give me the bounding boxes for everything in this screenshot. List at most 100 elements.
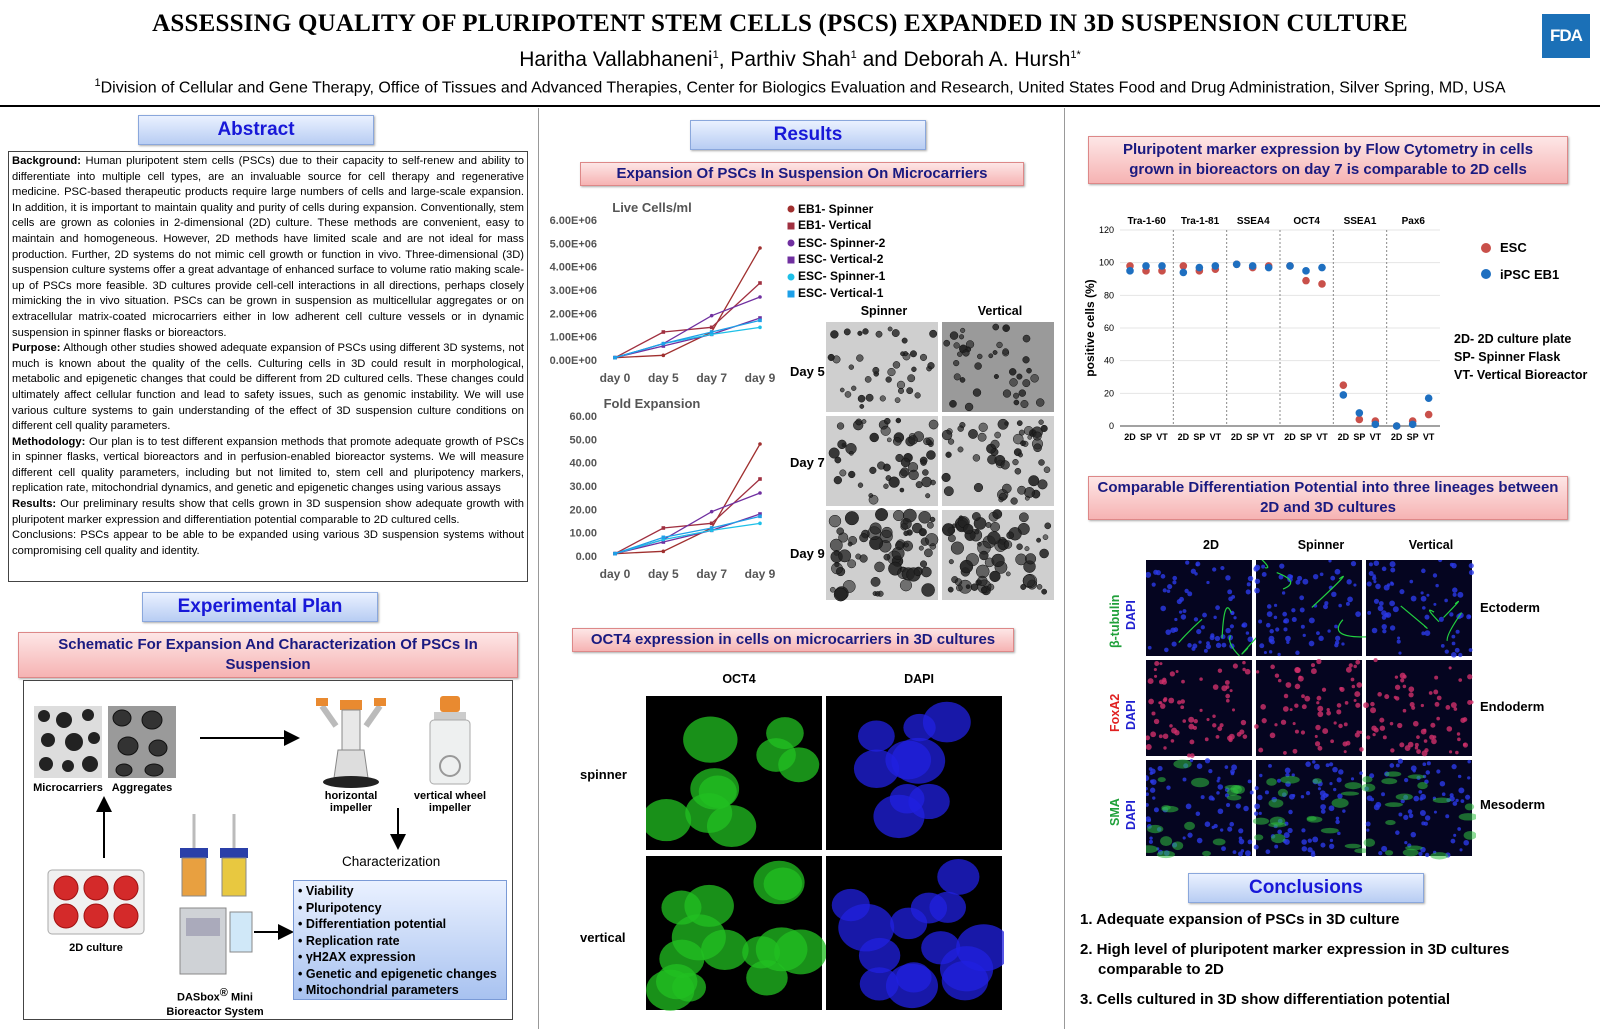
immunofluorescence-image <box>1146 758 1254 859</box>
affiliation: 1Division of Cellular and Gene Therapy, … <box>94 77 1506 97</box>
sub-label: 2D <box>1338 432 1350 442</box>
schematic-box <box>23 680 513 1020</box>
dasbox-label: DASbox® Mini Bioreactor System <box>166 987 264 1018</box>
series-line <box>614 492 761 555</box>
series-line <box>614 296 761 359</box>
x-tick-label: day 0 <box>600 371 631 385</box>
flow-key: 2D- 2D culture plate SP- Spinner Flask V… <box>1454 332 1588 382</box>
immunofluorescence-image <box>1254 658 1364 756</box>
data-point <box>661 344 666 348</box>
data-point <box>1286 262 1294 270</box>
immunofluorescence-image <box>1363 658 1474 757</box>
data-point <box>1392 422 1401 430</box>
brightfield-image <box>826 322 938 412</box>
schematic-arrows <box>96 730 406 940</box>
y-tick-label: 0 <box>1109 421 1114 431</box>
col-vertical: Vertical <box>1408 538 1454 552</box>
legend-marker <box>787 290 795 298</box>
col-spinner: Spinner <box>860 304 908 318</box>
y-tick-label: 4.00E+06 <box>550 262 597 274</box>
group-label: SSEA4 <box>1237 216 1270 227</box>
series-line <box>614 515 761 555</box>
data-point <box>1339 381 1348 389</box>
data-point <box>1355 409 1364 417</box>
list-item: • Replication rate <box>298 933 400 948</box>
data-point <box>1211 262 1220 270</box>
series-line <box>614 319 761 359</box>
differentiation-images <box>1146 560 1476 860</box>
vertical-wheel-bioreactor-icon <box>429 696 471 785</box>
data-point <box>758 281 762 285</box>
y-tick-label: 50.00 <box>569 434 597 446</box>
data-point <box>1142 262 1150 270</box>
conclusions-title: Conclusions <box>1188 873 1424 903</box>
vertical-wheel-label: vertical wheel impeller <box>413 790 487 814</box>
well-plate-icon <box>47 869 145 935</box>
y-tick-label: 2.00E+06 <box>550 308 597 320</box>
y-tick-label: 0.00E+00 <box>550 355 597 367</box>
column-divider <box>538 108 539 1029</box>
results-title: Results <box>690 120 926 150</box>
legend-markers <box>787 205 795 298</box>
data-point <box>613 551 617 556</box>
data-point <box>709 330 714 334</box>
series-line <box>614 247 761 359</box>
sma-label: SMA <box>1108 798 1122 826</box>
immunofluorescence-image <box>1252 760 1369 857</box>
sub-label: 2D <box>1284 432 1296 442</box>
flow-cytometry-chart: positive cells (%) 0 20 40 60 80 100 120 Tra-1-6… <box>1083 216 1440 442</box>
legend-marker <box>787 256 795 264</box>
abstract-text: Background: Human pluripotent stem cells… <box>8 151 528 582</box>
data-point <box>661 341 666 346</box>
horizontal-impeller-label: horizontal impeller <box>324 790 378 814</box>
expansion-title: Expansion Of PSCs In Suspension On Micro… <box>580 162 1024 186</box>
data-point <box>1232 260 1241 269</box>
sub-label: SP <box>1247 432 1259 442</box>
foxa2-label: FoxA2 <box>1108 693 1122 732</box>
experimental-plan-title: Experimental Plan <box>142 592 378 622</box>
conclusion-3: 3. Cells cultured in 3D show differentia… <box>1080 991 1451 1008</box>
immunofluorescence-image <box>1146 660 1252 758</box>
differentiation-title: Comparable Differentiation Potential int… <box>1088 476 1568 520</box>
dapi-image <box>826 856 1004 1010</box>
y-tick-label: 60 <box>1104 323 1114 333</box>
group-label: Pax6 <box>1402 216 1426 227</box>
legend-label: ESC- Vertical-1 <box>798 286 884 300</box>
y-tick-label: 0.00 <box>576 551 597 563</box>
oct4-image <box>646 696 822 850</box>
column-divider <box>1064 108 1065 1029</box>
sub-label: SP <box>1140 432 1152 442</box>
data-point <box>758 491 762 495</box>
group-label: Tra-1-60 <box>1127 216 1166 227</box>
data-point <box>1302 276 1310 285</box>
sub-label: VT <box>1370 432 1382 442</box>
y-tick-label: 40.00 <box>569 458 597 470</box>
dapi-label: DAPI <box>1124 700 1138 730</box>
characterization-list: • Viability • Pluripotency • Differentia… <box>293 880 507 1000</box>
schematic-title: Schematic For Expansion And Characteriza… <box>18 632 518 678</box>
y-tick-label: 120 <box>1099 225 1114 235</box>
legend-marker <box>1481 269 1491 279</box>
col-spinner: Spinner <box>1297 538 1345 552</box>
sub-label: VT <box>1156 432 1168 442</box>
legend-label: EB1- Vertical <box>798 218 872 232</box>
data-point <box>758 325 762 330</box>
authors: Haritha Vallabhaneni1, Parthiv Shah1 and… <box>519 48 1081 71</box>
y-tick-label: 1.00E+06 <box>550 332 597 344</box>
brightfield-image <box>826 508 939 602</box>
brightfield-image <box>941 416 1054 506</box>
sub-label: 2D <box>1231 432 1243 442</box>
immunofluorescence-image <box>1253 560 1372 657</box>
data-point <box>758 477 762 481</box>
data-point <box>709 526 714 530</box>
data-point <box>661 535 666 540</box>
data-point <box>1318 263 1326 272</box>
chart-title: Fold Expansion <box>604 396 701 411</box>
data-point <box>661 353 666 358</box>
sub-label: SP <box>1193 432 1205 442</box>
data-point <box>1318 280 1326 288</box>
legend-label: ESC- Spinner-2 <box>798 236 886 250</box>
data-point <box>709 313 714 318</box>
dapi-label: DAPI <box>1124 800 1138 830</box>
data-point <box>758 316 762 320</box>
